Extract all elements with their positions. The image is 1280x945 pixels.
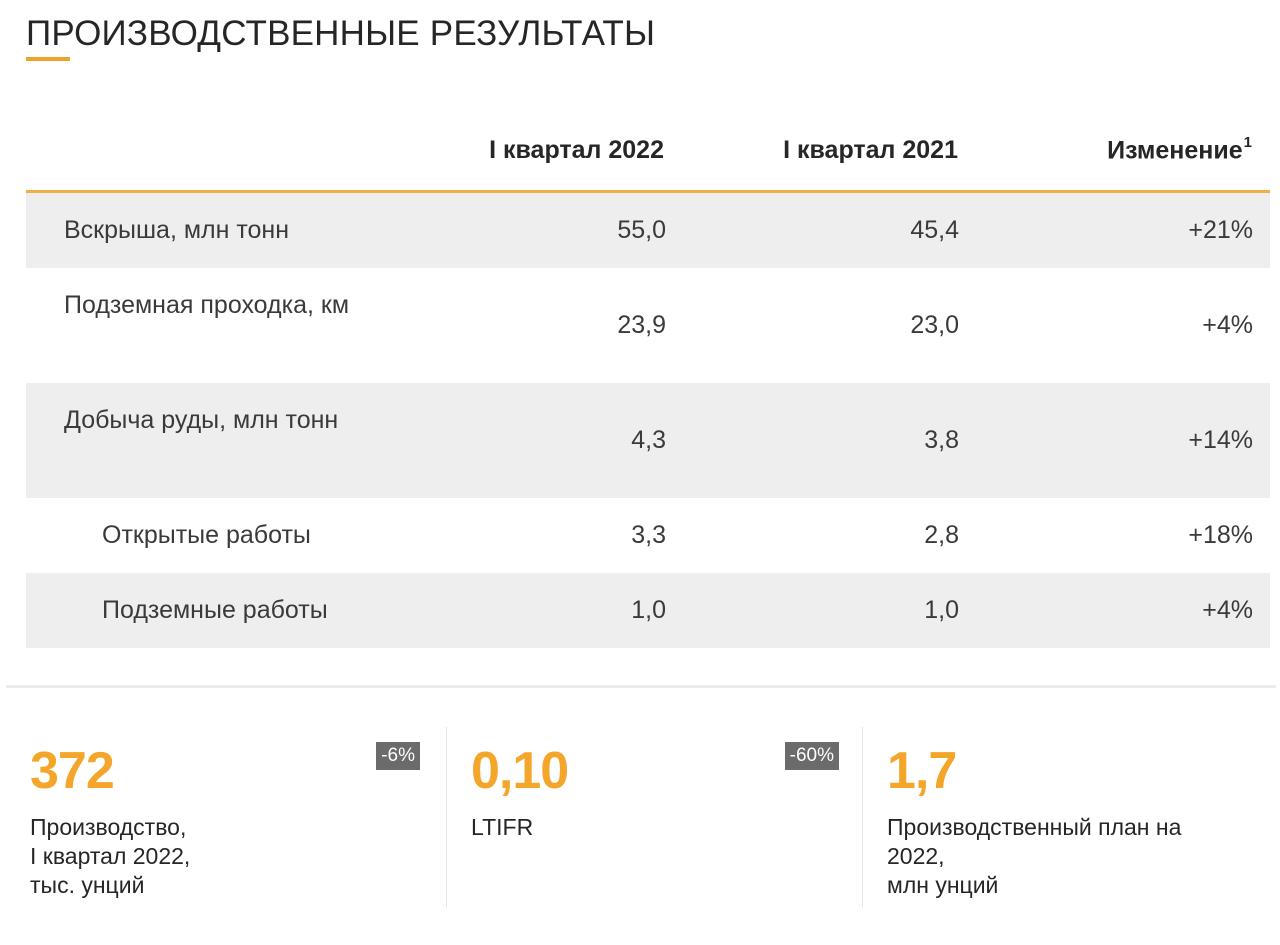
kpi-description: Производственный план на 2022, млн унций [887,814,1182,898]
kpi-value: 372 [30,742,115,800]
cell-q1-2021: 1,0 [924,596,959,624]
row-label: Подземные работы [102,596,328,624]
cell-change: +18% [1188,521,1253,549]
header-change: Изменение1 [1107,134,1252,165]
table-row: Добыча руды, млн тонн 4,3 3,8 +14% [26,383,1270,498]
table-row: Подземная проходка, км 23,9 23,0 +4% [26,268,1270,383]
footnote-marker: 1 [1243,134,1252,151]
cell-q1-2022: 1,0 [631,596,666,624]
cell-q1-2021: 2,8 [924,521,959,549]
table-row: Подземные работы 1,0 1,0 +4% [26,573,1270,648]
kpi-description: Производство, I квартал 2022, тыс. унций [30,814,191,898]
cell-q1-2021: 23,0 [910,311,959,339]
kpi-production: 372 -6% Производство, I квартал 2022, ты… [30,727,422,907]
cell-change: +14% [1188,426,1253,454]
header-q1-2021: I квартал 2021 [783,136,958,164]
kpi-description: LTIFR [471,814,534,840]
row-label: Вскрыша, млн тонн [64,216,290,244]
kpi-value: 1,7 [887,742,957,800]
table-row: Вскрыша, млн тонн 55,0 45,4 +21% [26,193,1270,268]
header-change-label: Изменение [1107,136,1243,165]
kpi-production-plan: 1,7 Производственный план на 2022, млн у… [862,727,1255,907]
cell-change: +21% [1188,216,1253,244]
kpi-ltifr: 0,10 -60% LTIFR [446,727,839,907]
page-title: ПРОИЗВОДСТВЕННЫЕ РЕЗУЛЬТАТЫ [26,14,656,53]
kpi-value: 0,10 [471,742,569,800]
section-divider [6,685,1276,688]
row-label: Открытые работы [102,521,311,549]
change-badge: -60% [784,742,839,770]
row-label: Подземная проходка, км [64,291,350,319]
production-results-table: I квартал 2022 I квартал 2021 Изменение1… [26,112,1270,648]
cell-q1-2022: 55,0 [617,216,666,244]
cell-change: +4% [1202,596,1253,624]
change-badge: -6% [376,742,420,770]
cell-q1-2022: 3,3 [631,521,666,549]
cell-q1-2021: 3,8 [924,426,959,454]
cell-q1-2022: 4,3 [631,426,666,454]
header-q1-2022: I квартал 2022 [489,136,664,164]
title-accent-underline [26,57,70,61]
cell-q1-2022: 23,9 [617,311,666,339]
cell-change: +4% [1202,311,1253,339]
row-label: Добыча руды, млн тонн [64,406,339,434]
cell-q1-2021: 45,4 [910,216,959,244]
table-header: I квартал 2022 I квартал 2021 Изменение1 [26,112,1270,193]
table-row: Открытые работы 3,3 2,8 +18% [26,498,1270,573]
